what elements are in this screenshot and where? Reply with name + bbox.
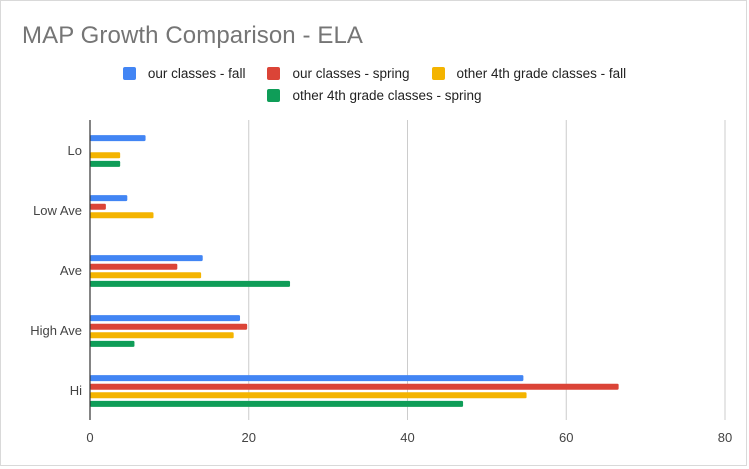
bar-0-series-2 [90,152,121,159]
bar-2-series-3 [90,280,291,287]
bar-3-series-3 [90,340,135,347]
bar-3-series-0 [90,315,241,322]
legend-item-other-spring[interactable]: other 4th grade classes - spring [267,87,482,103]
bar-2-series-0 [90,255,203,262]
category-label-2: Ave [60,263,82,278]
legend-item-our-fall[interactable]: our classes - fall [122,65,246,81]
bar-3-series-2 [90,332,234,339]
legend-label-other-spring: other 4th grade classes - spring [292,87,482,103]
x-tick-label-60: 60 [559,430,573,445]
bar-4-series-0 [90,375,524,382]
x-tick-label-80: 80 [718,430,732,445]
bar-0-series-0 [90,135,146,142]
chart-legend: our classes - fall our classes - spring … [0,62,749,106]
category-label-1: Low Ave [33,203,82,218]
category-label-4: Hi [70,383,82,398]
legend-label-other-fall: other 4th grade classes - fall [456,65,627,81]
legend-row-2: other 4th grade classes - spring [0,84,749,106]
legend-row-1: our classes - fall our classes - spring … [0,62,749,84]
legend-label-our-spring: our classes - spring [292,65,410,81]
bar-1-series-2 [90,212,154,219]
x-tick-label-0: 0 [86,430,93,445]
bar-1-series-1 [90,203,106,210]
bar-4-series-1 [90,383,619,390]
bar-4-series-2 [90,392,527,399]
category-label-3: High Ave [30,323,82,338]
bar-4-series-3 [90,400,464,407]
legend-item-our-spring[interactable]: our classes - spring [267,65,410,81]
legend-item-other-fall[interactable]: other 4th grade classes - fall [431,65,627,81]
legend-label-our-fall: our classes - fall [147,65,246,81]
bar-2-series-1 [90,263,178,270]
bar-1-series-0 [90,195,128,202]
bar-3-series-1 [90,323,248,330]
x-tick-label-40: 40 [400,430,414,445]
bar-2-series-2 [90,272,202,279]
category-label-0: Lo [68,143,82,158]
chart-title: MAP Growth Comparison - ELA [22,22,364,49]
bar-0-series-3 [90,160,121,167]
x-tick-label-20: 20 [242,430,256,445]
legend-swatch-other-spring [267,88,281,102]
legend-swatch-other-fall [431,66,445,80]
legend-swatch-our-spring [267,66,281,80]
legend-swatch-our-fall [122,66,136,80]
